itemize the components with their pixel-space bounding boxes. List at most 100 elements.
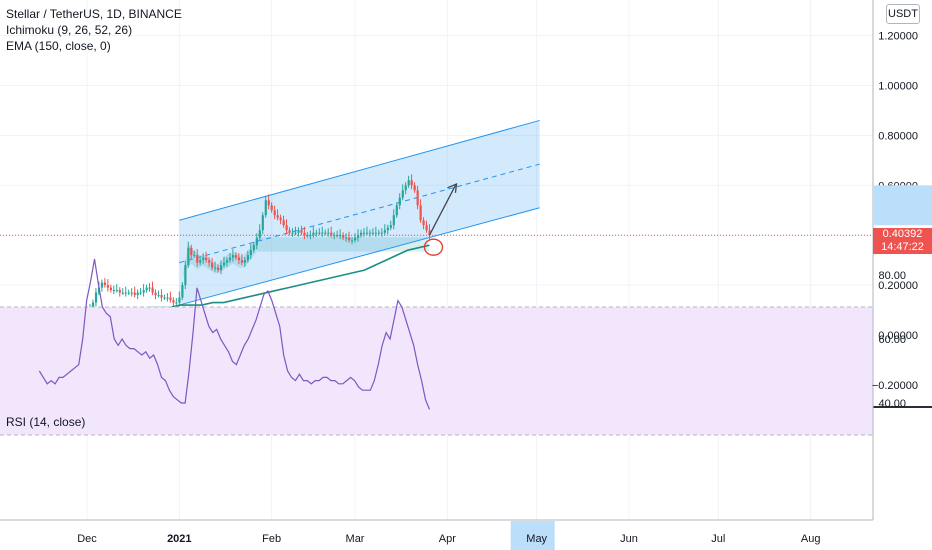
candle-body xyxy=(404,185,407,191)
candle-body xyxy=(318,232,321,234)
candle-body xyxy=(327,232,330,234)
price-channel xyxy=(179,119,540,306)
grid-lines xyxy=(0,0,873,520)
candle-body xyxy=(255,237,258,246)
x-tick-label: Dec xyxy=(77,533,97,545)
candle-body xyxy=(306,235,309,237)
candle-body xyxy=(169,297,172,301)
x-tick-label: Feb xyxy=(262,533,281,545)
ichimoku-legend[interactable]: Ichimoku (9, 26, 52, 26) xyxy=(6,23,133,37)
candle-body xyxy=(115,290,118,292)
candle-body xyxy=(178,297,181,303)
candle-body xyxy=(377,232,381,234)
candle-body xyxy=(351,240,354,242)
candle-body xyxy=(151,287,154,293)
candle-body xyxy=(428,230,431,236)
candle-body xyxy=(118,290,121,293)
y-tick-label: 0.20000 xyxy=(878,280,918,292)
candle-body xyxy=(249,250,252,256)
rsi-tick-label: 40.00 xyxy=(878,398,906,410)
candle-body xyxy=(100,282,104,288)
candle-body xyxy=(157,295,160,297)
rsi-pane xyxy=(0,258,932,436)
x-tick-label: 2021 xyxy=(167,533,191,545)
candle-body xyxy=(193,255,196,257)
candle-body xyxy=(362,232,366,234)
candle-body xyxy=(333,235,336,237)
circle-marker xyxy=(423,238,444,256)
ema-legend[interactable]: EMA (150, close, 0) xyxy=(6,39,111,53)
rsi-tick-label: 80.00 xyxy=(878,270,906,282)
candle-body xyxy=(330,232,333,236)
candle-body xyxy=(243,260,247,263)
candle-body xyxy=(136,292,139,296)
candle-body xyxy=(315,232,318,234)
candle-body xyxy=(106,285,110,288)
currency-button[interactable]: USDT xyxy=(886,4,920,24)
candle-body xyxy=(94,292,98,303)
candle-body xyxy=(231,255,235,258)
rsi-legend[interactable]: RSI (14, close) xyxy=(6,415,86,429)
candle-body xyxy=(127,292,130,294)
candle-body xyxy=(145,287,148,291)
channel-lower xyxy=(179,207,540,306)
candle-body xyxy=(401,190,404,198)
candle-body xyxy=(303,232,306,236)
candle-body xyxy=(288,230,291,233)
x-tick-label: Aug xyxy=(801,533,821,545)
x-tick-label: May xyxy=(526,533,547,545)
candle-body xyxy=(383,230,386,233)
candle-body xyxy=(214,267,217,269)
candle-body xyxy=(324,232,327,234)
candle-body xyxy=(398,197,401,206)
candle-body xyxy=(184,265,187,286)
candle-body xyxy=(374,232,378,234)
candle-body xyxy=(234,255,238,258)
candle-body xyxy=(312,232,315,236)
candle-body xyxy=(225,260,229,263)
ichimoku-cloud xyxy=(182,237,430,278)
y-tick-label: 1.20000 xyxy=(878,31,918,43)
rsi-line xyxy=(38,258,431,410)
candle-body xyxy=(166,297,169,299)
candle-body xyxy=(371,232,375,234)
candle-body xyxy=(345,237,348,239)
candle-body xyxy=(240,260,244,263)
annotations xyxy=(0,183,873,256)
candle-body xyxy=(175,302,178,304)
candle-body xyxy=(261,215,264,231)
candle-body xyxy=(359,232,363,236)
candle-body xyxy=(142,290,145,293)
candle-body xyxy=(282,220,285,226)
y-tick-label: 1.00000 xyxy=(878,81,918,93)
candle-body xyxy=(407,180,410,186)
countdown-label: 14:47:22 xyxy=(873,241,932,254)
candle-body xyxy=(386,227,389,231)
candle-body xyxy=(112,290,116,292)
candle-body xyxy=(389,225,392,228)
candle-body xyxy=(300,230,303,233)
candle-body xyxy=(211,262,214,268)
candle-body xyxy=(264,200,267,216)
y-tick-label: 0.00000 xyxy=(878,330,918,342)
candle-body xyxy=(172,300,175,303)
candle-body xyxy=(160,295,163,298)
candle-body xyxy=(336,235,339,237)
candle-body xyxy=(205,257,208,261)
last-price-label: 0.40392 xyxy=(873,228,932,241)
candle-body xyxy=(246,255,250,261)
candle-body xyxy=(109,287,113,291)
cloud-band xyxy=(182,237,430,278)
x-tick-label: Jul xyxy=(711,533,725,545)
candle-body xyxy=(220,265,223,271)
candle-body xyxy=(133,292,136,296)
channel-fill xyxy=(179,120,540,306)
candle-body xyxy=(202,257,205,261)
candle-body xyxy=(392,215,395,226)
candle-body xyxy=(267,200,270,206)
candle-body xyxy=(419,205,422,221)
candle-body xyxy=(163,297,166,299)
candle-body xyxy=(121,292,124,294)
